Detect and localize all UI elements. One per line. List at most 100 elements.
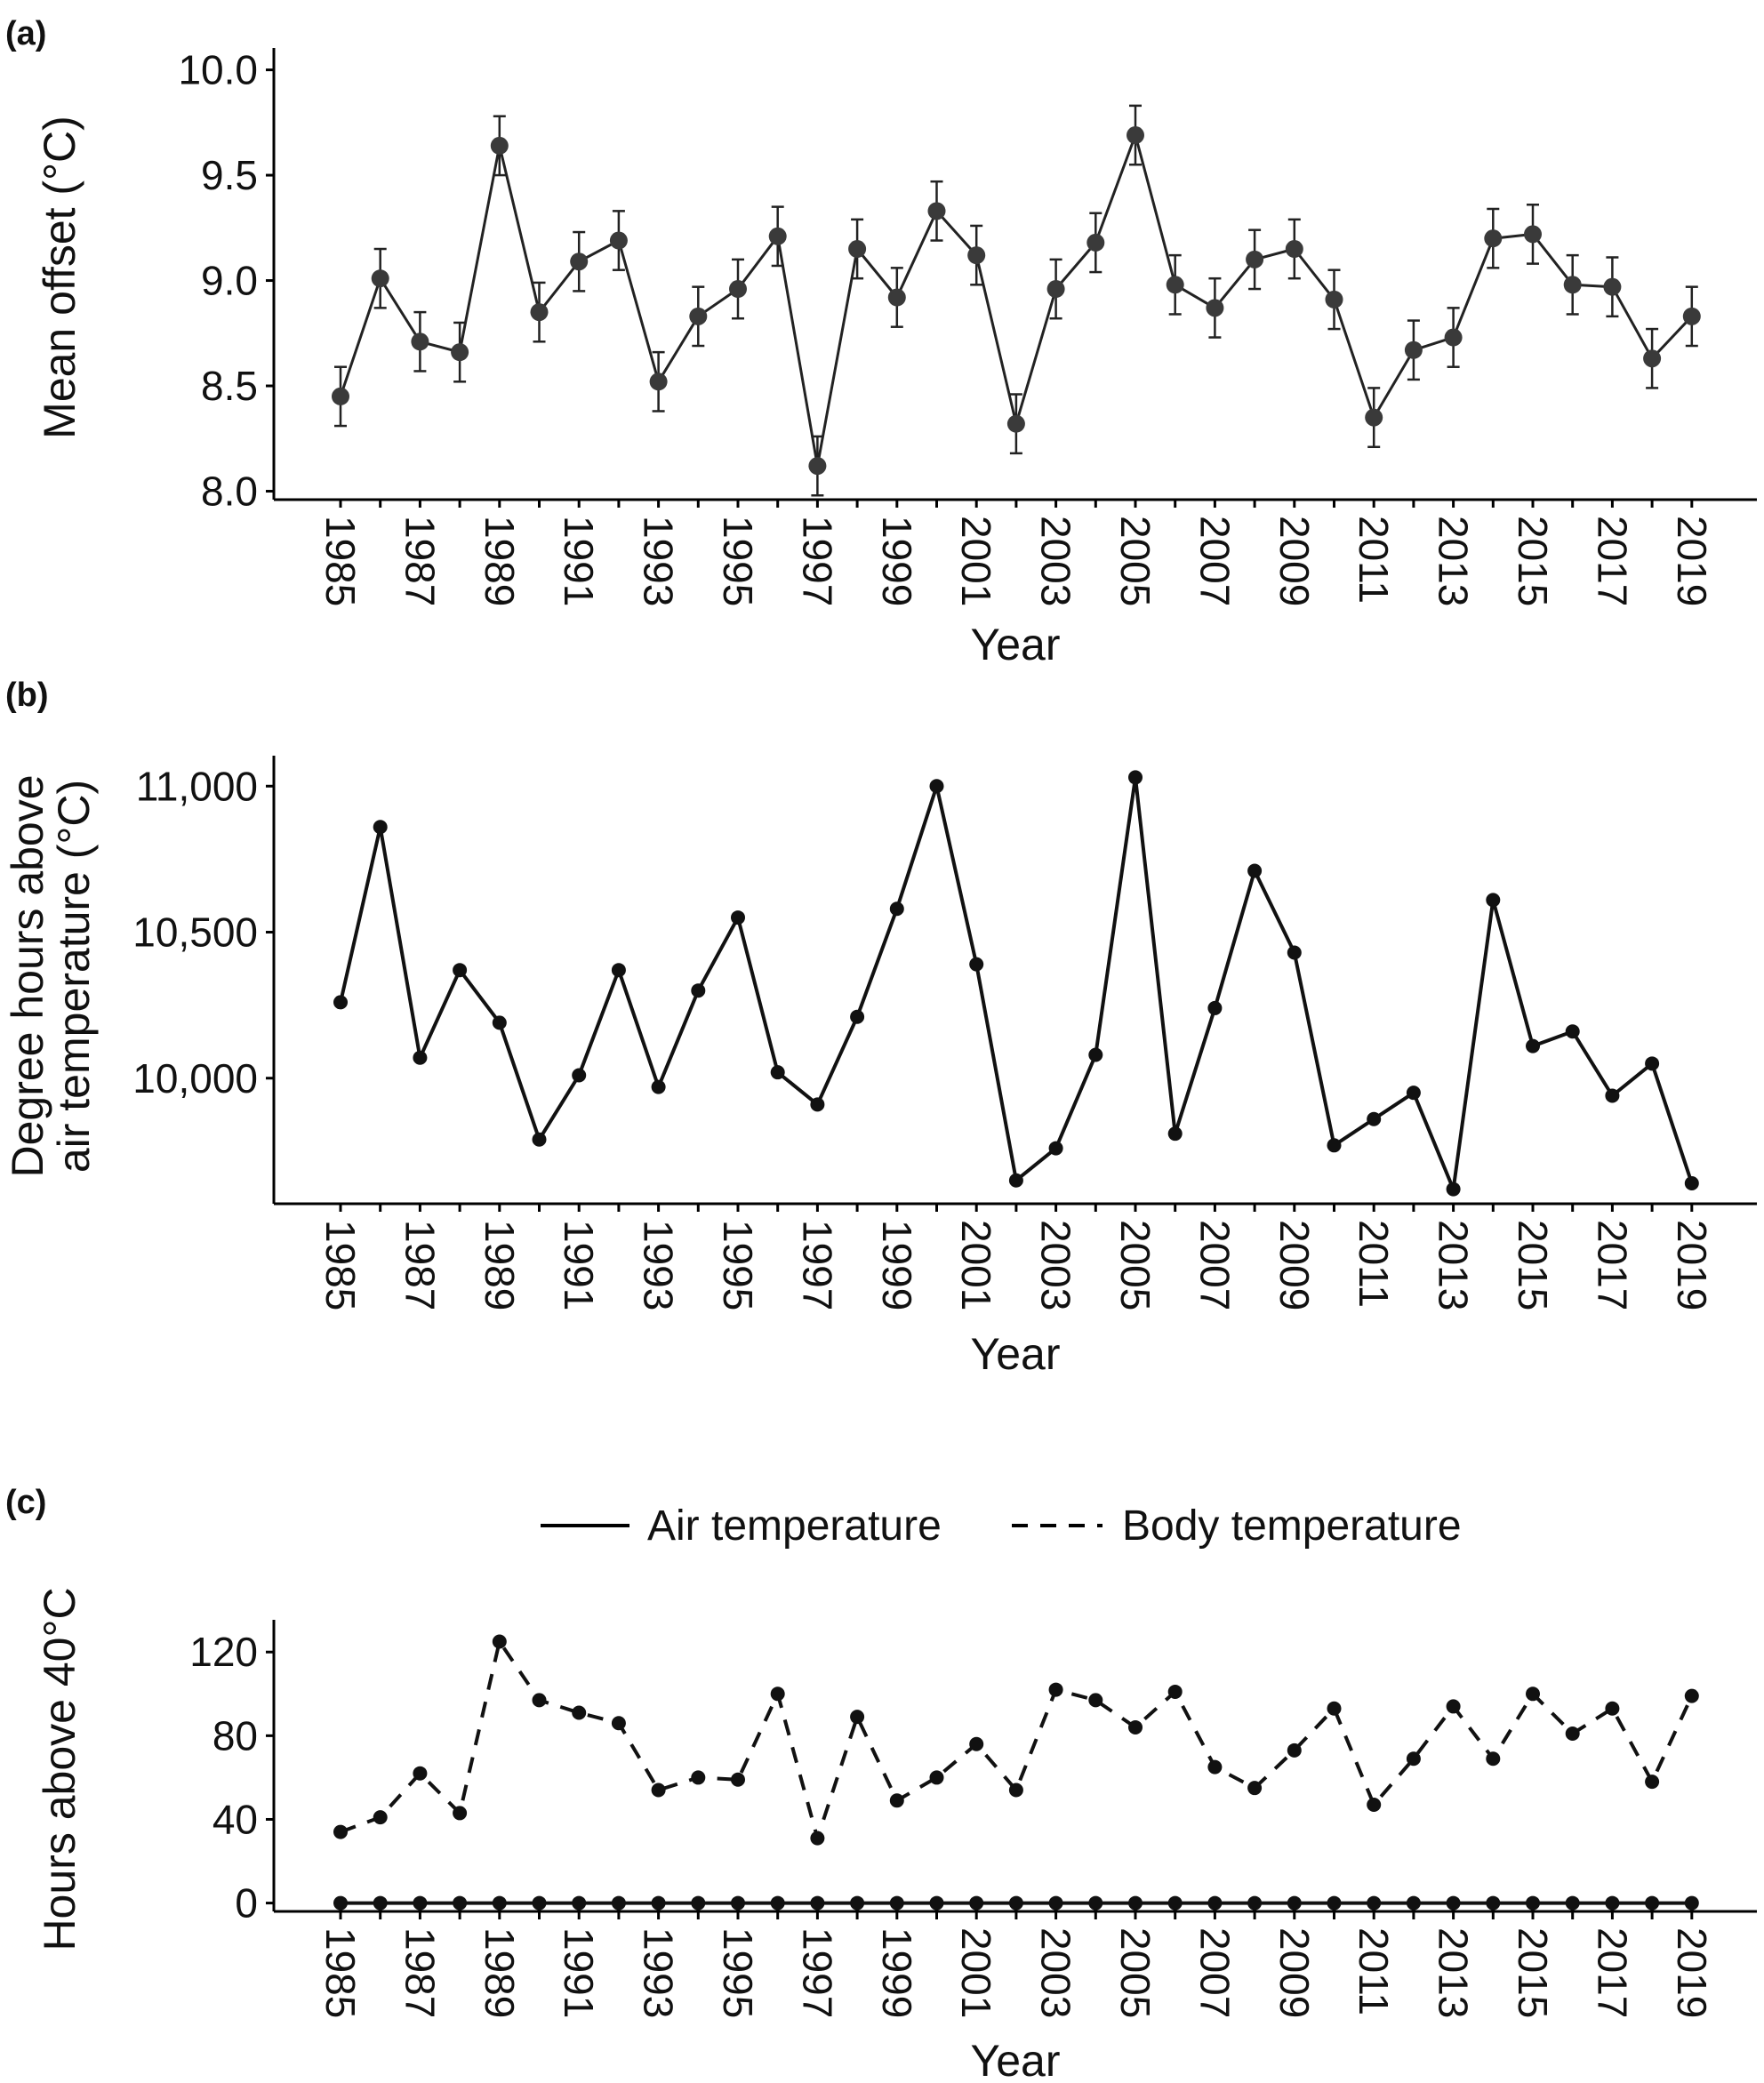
y-tick-label: 11,000 bbox=[136, 763, 258, 809]
x-tick-label: 1991 bbox=[556, 516, 602, 606]
data-point bbox=[1207, 1000, 1223, 1015]
data-point bbox=[453, 963, 468, 978]
data-point bbox=[770, 1686, 785, 1702]
x-tick-label: 2005 bbox=[1112, 516, 1159, 606]
data-point bbox=[1603, 277, 1622, 296]
x-tick-label: 1985 bbox=[317, 1927, 364, 2018]
data-point bbox=[1645, 1895, 1660, 1911]
data-point bbox=[691, 983, 706, 998]
data-point bbox=[1008, 1783, 1023, 1798]
x-tick-label: 1997 bbox=[794, 1927, 840, 2018]
series-body-temperature bbox=[333, 1634, 1699, 1846]
x-tick-label: 2015 bbox=[1510, 1220, 1556, 1310]
data-point bbox=[1287, 1743, 1302, 1758]
data-point bbox=[532, 1895, 547, 1911]
data-point bbox=[1446, 1895, 1461, 1911]
x-tick-label: 1995 bbox=[715, 1927, 761, 2018]
y-tick-label: 10,000 bbox=[132, 1055, 258, 1102]
data-point bbox=[1684, 1895, 1699, 1911]
x-tick-label: 2019 bbox=[1669, 516, 1715, 606]
data-point bbox=[1486, 1895, 1501, 1911]
data-point bbox=[572, 1068, 587, 1083]
panel-label: (c) bbox=[5, 1484, 46, 1521]
x-tick-label: 1989 bbox=[477, 1927, 523, 2018]
data-point bbox=[1684, 1176, 1699, 1191]
data-point bbox=[731, 1772, 745, 1787]
data-point bbox=[1247, 863, 1263, 878]
data-point bbox=[1367, 1798, 1382, 1812]
x-tick-label: 2001 bbox=[953, 516, 999, 606]
data-point bbox=[810, 1831, 825, 1846]
data-point bbox=[770, 1895, 785, 1911]
data-point bbox=[1643, 349, 1662, 368]
data-point bbox=[1046, 280, 1065, 299]
data-point bbox=[1327, 1895, 1342, 1911]
data-point bbox=[848, 240, 867, 259]
data-point bbox=[611, 1895, 626, 1911]
data-point bbox=[1605, 1701, 1620, 1716]
data-point bbox=[1048, 1141, 1063, 1156]
data-point bbox=[649, 373, 668, 391]
x-tick-label: 1985 bbox=[317, 1220, 364, 1310]
data-point bbox=[530, 303, 549, 322]
data-point bbox=[1367, 1111, 1382, 1126]
data-point bbox=[1285, 240, 1303, 259]
x-tick-label: 2017 bbox=[1589, 1927, 1635, 2018]
data-point bbox=[1565, 1895, 1580, 1911]
y-axis-title: Mean offset (°C) bbox=[35, 116, 84, 439]
x-tick-label: 1987 bbox=[397, 1220, 443, 1310]
x-tick-label: 2009 bbox=[1271, 516, 1318, 606]
data-point bbox=[810, 1895, 825, 1911]
x-tick-label: 2019 bbox=[1669, 1220, 1715, 1310]
data-point bbox=[609, 231, 628, 250]
x-tick-label: 2003 bbox=[1033, 1220, 1079, 1310]
data-point bbox=[1526, 1038, 1540, 1054]
panel-label: (b) bbox=[5, 677, 49, 714]
x-tick-label: 2007 bbox=[1191, 1927, 1238, 2018]
data-point bbox=[969, 957, 984, 972]
data-point bbox=[1167, 1684, 1183, 1699]
data-point bbox=[1088, 1047, 1103, 1062]
data-point bbox=[969, 1895, 984, 1911]
data-point bbox=[929, 1895, 944, 1911]
data-point bbox=[889, 1793, 904, 1808]
data-point bbox=[611, 963, 626, 978]
data-point bbox=[729, 280, 747, 299]
data-point bbox=[1207, 1895, 1223, 1911]
x-tick-label: 1987 bbox=[397, 1927, 443, 2018]
data-point bbox=[1008, 1173, 1023, 1188]
x-tick-label: 2019 bbox=[1669, 1927, 1715, 2018]
data-point bbox=[850, 1009, 865, 1024]
y-tick-label: 80 bbox=[212, 1712, 258, 1759]
data-point bbox=[1006, 414, 1025, 433]
data-point bbox=[1167, 1895, 1183, 1911]
series-degree-hours-above-air-temperature bbox=[333, 770, 1699, 1197]
data-point bbox=[453, 1895, 468, 1911]
y-tick-label: 8.0 bbox=[201, 469, 258, 515]
x-tick-label: 1999 bbox=[874, 1220, 920, 1310]
series-line bbox=[340, 1639, 1694, 1840]
x-tick-label: 2013 bbox=[1431, 516, 1477, 606]
y-tick-label: 10.0 bbox=[178, 47, 258, 93]
data-point bbox=[1247, 1895, 1263, 1911]
data-point bbox=[1048, 1895, 1063, 1911]
x-tick-label: 2011 bbox=[1351, 1927, 1397, 2015]
data-point bbox=[333, 1824, 348, 1839]
x-tick-label: 2009 bbox=[1271, 1927, 1318, 2018]
x-tick-label: 2007 bbox=[1191, 516, 1238, 606]
data-point bbox=[1484, 229, 1503, 248]
x-tick-label: 2011 bbox=[1351, 516, 1397, 604]
data-point bbox=[332, 387, 349, 405]
data-point bbox=[1404, 340, 1423, 359]
data-point bbox=[1167, 1126, 1183, 1142]
data-point bbox=[1287, 945, 1302, 960]
data-point bbox=[1247, 1781, 1263, 1796]
data-point bbox=[532, 1132, 547, 1147]
data-point bbox=[453, 1806, 468, 1821]
x-axis-title: Year bbox=[970, 2036, 1060, 2083]
data-point bbox=[731, 1895, 745, 1911]
x-tick-label: 2011 bbox=[1351, 1220, 1397, 1308]
data-point bbox=[810, 1097, 825, 1112]
data-point bbox=[1367, 1895, 1382, 1911]
data-point bbox=[1446, 1182, 1461, 1197]
